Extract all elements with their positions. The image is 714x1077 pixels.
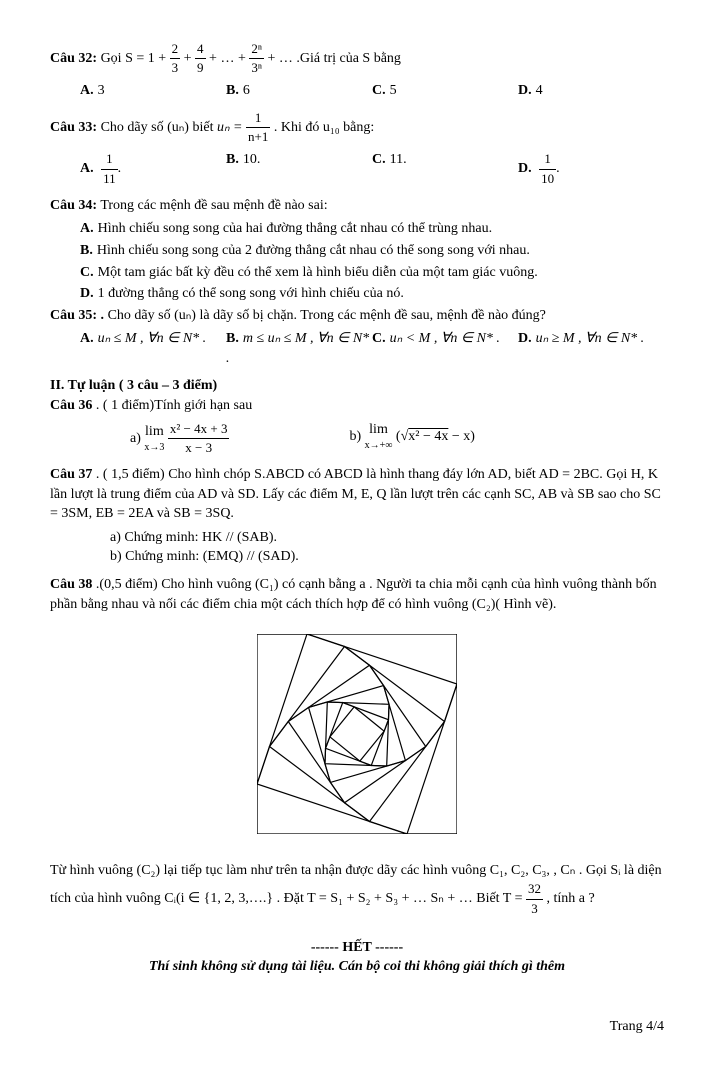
q33-stem-b: . Khi đó u₁₀ bằng: [274, 120, 374, 135]
q35-label: Câu 35: . [50, 308, 104, 323]
q36-limit-a: a) lim x→3 x² − 4x + 3x − 3 [130, 420, 229, 457]
q38-label: Câu 38 [50, 577, 92, 592]
q35-option-c: C.uₙ < M , ∀n ∈ N* . [372, 329, 518, 368]
q36-title: . ( 1 điểm)Tính giới hạn sau [96, 398, 252, 413]
q32-option-b: B.6 [226, 81, 372, 101]
q32-option-a: A.3 [80, 81, 226, 101]
q34-option-a: A.Hình chiếu song song của hai đường thẳ… [80, 219, 664, 239]
q33-option-b: B.10. [226, 150, 372, 187]
q34-option-d: D.1 đường thẳng có thể song song với hìn… [80, 284, 664, 304]
q38-frac: 323 [526, 880, 543, 917]
q38-stem3: , tính a ? [547, 891, 595, 906]
q36-limit-b: b) lim x→+∞ (√x² − 4x − x) [349, 420, 474, 457]
q32-frac2: 49 [195, 40, 206, 77]
question-36: Câu 36 . ( 1 điểm)Tính giới hạn sau [50, 396, 664, 416]
question-35: Câu 35: . Cho dãy số (uₙ) là dãy số bị c… [50, 306, 664, 326]
question-34: Câu 34: Trong các mệnh đề sau mệnh đề nà… [50, 196, 664, 216]
end-marker: ------ HẾT ------ [50, 938, 664, 958]
question-32: Câu 32: Gọi S = 1 + 23 + 49 + … + 2ⁿ3ⁿ +… [50, 40, 664, 77]
question-38: Câu 38 .(0,5 điểm) Cho hình vuông (C₁) c… [50, 575, 664, 614]
spiral-diagram [50, 634, 664, 841]
q32-plus2: + … + [209, 51, 249, 66]
q32-tail: + … .Giá trị của S bằng [267, 51, 400, 66]
question-33: Câu 33: Cho dãy số (uₙ) biết uₙ = 1n+1 .… [50, 109, 664, 146]
q32-options: A.3 B.6 C.5 D.4 [80, 81, 664, 101]
q33-frac: 1n+1 [246, 109, 270, 146]
q37-label: Câu 37 [50, 467, 92, 482]
q33-label: Câu 33: [50, 120, 97, 135]
q37-stem: . ( 1,5 điểm) Cho hình chóp S.ABCD có AB… [50, 467, 661, 521]
q32-label: Câu 32: [50, 51, 97, 66]
q32-option-c: C.5 [372, 81, 518, 101]
q34-option-c: C.Một tam giác bất kỳ đều có thể xem là … [80, 263, 664, 283]
q33-option-a: A. 111. [80, 150, 226, 187]
spiral-svg [257, 634, 457, 834]
q32-plus1: + [184, 51, 195, 66]
q35-options: A.uₙ ≤ M , ∀n ∈ N* . B.m ≤ uₙ ≤ M , ∀n ∈… [80, 329, 664, 368]
q34-label: Câu 34: [50, 198, 97, 213]
q33-stem-a: Cho dãy số (uₙ) biết [101, 120, 217, 135]
q34-option-b: B.Hình chiếu song song của 2 đường thẳng… [80, 241, 664, 261]
q32-stem-a: Gọi S = 1 + [101, 51, 170, 66]
q34-sublist: A.Hình chiếu song song của hai đường thẳ… [80, 219, 664, 303]
q36-label: Câu 36 [50, 398, 92, 413]
q35-option-d: D.uₙ ≥ M , ∀n ∈ N* . [518, 329, 664, 368]
q33-option-c: C.11. [372, 150, 518, 187]
q32-option-d: D.4 [518, 81, 664, 101]
q32-frac1: 23 [170, 40, 181, 77]
q38-stem1: .(0,5 điểm) Cho hình vuông (C₁) có cạnh … [50, 577, 657, 612]
q35-stem: Cho dãy số (uₙ) là dãy số bị chặn. Trong… [108, 308, 546, 323]
q35-option-a: A.uₙ ≤ M , ∀n ∈ N* . [80, 329, 226, 368]
q32-frac3: 2ⁿ3ⁿ [249, 40, 264, 77]
q35-option-b: B.m ≤ uₙ ≤ M , ∀n ∈ N* . [226, 329, 372, 368]
q37-b: b) Chứng minh: (EMQ) // (SAD). [110, 547, 664, 567]
q33-options: A. 111. B.10. C.11. D. 110. [80, 150, 664, 187]
q37-a: a) Chứng minh: HK // (SAB). [110, 528, 664, 548]
q34-stem: Trong các mệnh đề sau mệnh đề nào sai: [100, 198, 327, 213]
q36-limits: a) lim x→3 x² − 4x + 3x − 3 b) lim x→+∞ … [130, 420, 664, 457]
page-footer: Trang 4/4 [50, 1017, 664, 1037]
section-2-heading: II. Tự luận ( 3 câu – 3 điểm) [50, 376, 664, 396]
q33-option-d: D. 110. [518, 150, 664, 187]
q38-stem2-container: Từ hình vuông (C₂) lại tiếp tục làm như … [50, 861, 664, 918]
q33-eq: uₙ = [217, 120, 246, 135]
question-37: Câu 37 . ( 1,5 điểm) Cho hình chóp S.ABC… [50, 465, 664, 524]
exam-note: Thí sinh không sử dụng tài liệu. Cán bộ … [50, 957, 664, 977]
